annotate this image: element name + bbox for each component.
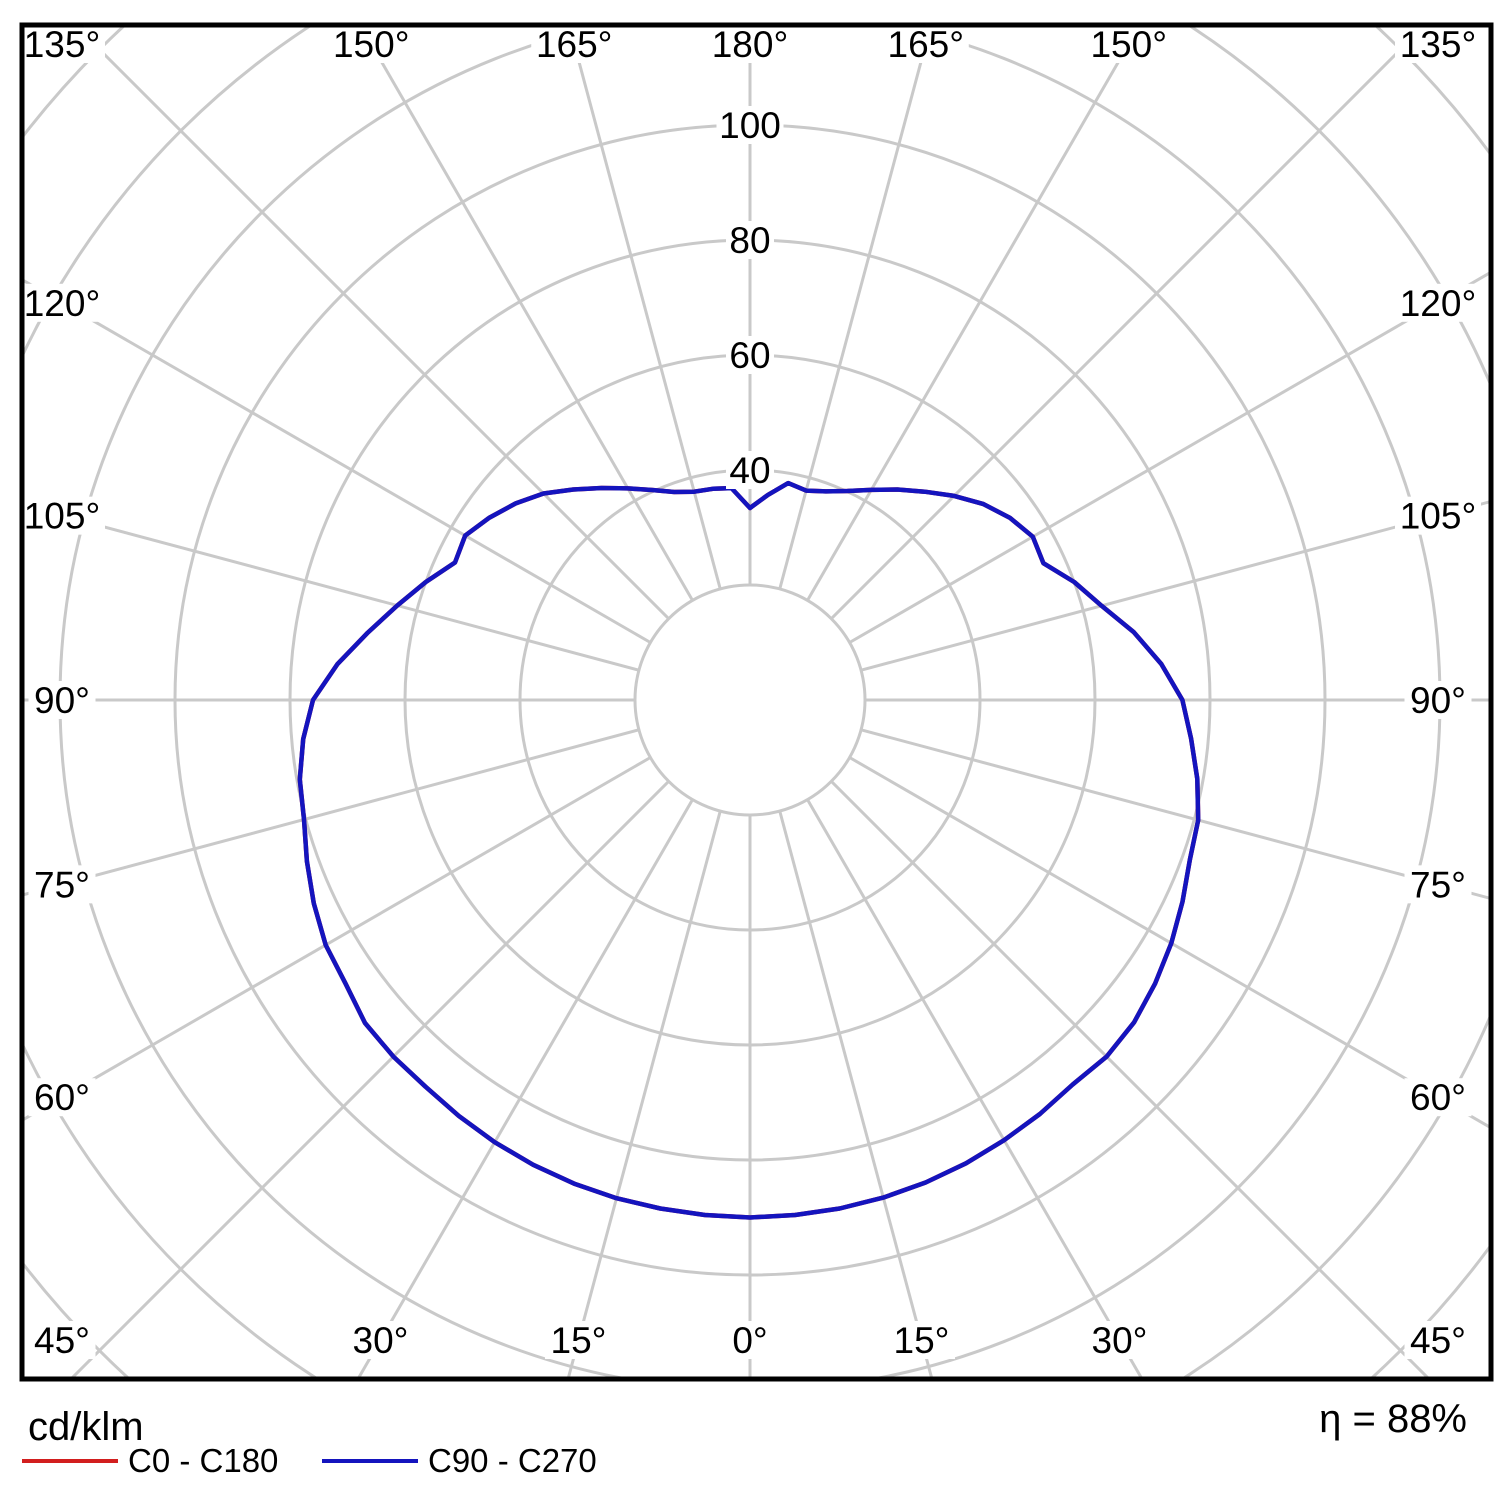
angle-label-0-right: 0°	[732, 1320, 767, 1361]
legend-label-c90-c270: C90 - C270	[428, 1442, 597, 1479]
radial-tick-100: 100	[719, 105, 781, 146]
unit-label: cd/klm	[28, 1405, 144, 1449]
angle-label-90-right: 90°	[1410, 680, 1466, 721]
axis-labels: 40 60 80 100 0° 15° 15° 30° 30° 45° 45° 60° 60° 75° 75…	[19, 24, 1481, 1361]
angle-label-45-right: 45°	[1410, 1320, 1466, 1361]
angle-label-75-left: 75°	[34, 864, 90, 905]
angle-label-120-left: 120°	[24, 283, 101, 324]
angle-label-105-left: 105°	[24, 496, 101, 537]
angle-label-15-right: 15°	[894, 1320, 950, 1361]
angle-label-120-right: 120°	[1400, 283, 1477, 324]
efficiency-label: η = 88%	[1319, 1397, 1467, 1441]
angle-label-105-right: 105°	[1400, 496, 1477, 537]
angle-label-30-left: 30°	[353, 1320, 409, 1361]
radial-tick-60: 60	[729, 335, 770, 376]
angle-label-135-right: 135°	[1400, 24, 1477, 65]
angle-label-45-left: 45°	[34, 1320, 90, 1361]
angle-label-135-left: 135°	[24, 24, 101, 65]
angle-label-60-left: 60°	[34, 1077, 90, 1118]
angle-label-30-right: 30°	[1092, 1320, 1148, 1361]
angle-label-150-left: 150°	[333, 24, 410, 65]
angle-label-75-right: 75°	[1410, 864, 1466, 905]
legend-label-c0-c180: C0 - C180	[128, 1442, 278, 1479]
angle-label-165-right: 165°	[888, 24, 965, 65]
curve-C90-C270	[297, 480, 1201, 1220]
angle-label-165-left: 165°	[536, 24, 613, 65]
angle-label-60-right: 60°	[1410, 1077, 1466, 1118]
angle-label-15-left: 15°	[551, 1320, 607, 1361]
angle-label-180-right: 180°	[712, 24, 789, 65]
angle-label-90-left: 90°	[34, 680, 90, 721]
plot-border	[19, 22, 1494, 1382]
legend: C0 - C180 C90 - C270	[22, 1442, 597, 1479]
angle-label-150-right: 150°	[1090, 24, 1167, 65]
radial-tick-40: 40	[729, 450, 770, 491]
radial-tick-80: 80	[729, 220, 770, 261]
